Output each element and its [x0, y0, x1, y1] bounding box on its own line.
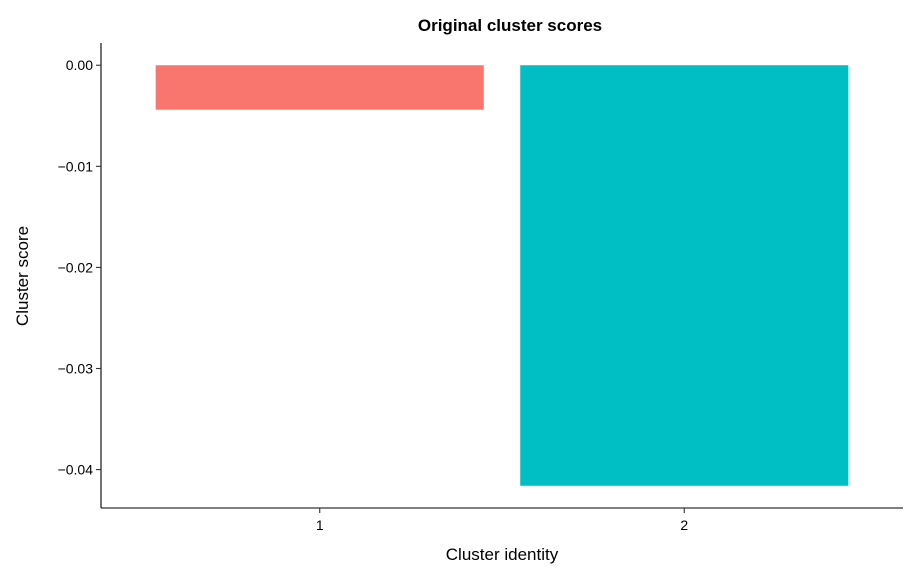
y-tick-label: −0.02 [58, 259, 94, 275]
y-tick-label: −0.04 [58, 462, 94, 478]
y-tick-label: 0.00 [66, 57, 93, 73]
bar-cluster-2 [520, 65, 849, 486]
y-tick-label: −0.03 [58, 361, 94, 377]
x-tick-label: 2 [680, 517, 688, 533]
chart-title: Original cluster scores [418, 16, 602, 35]
bar-cluster-1 [155, 65, 484, 110]
y-ticks-group: 0.00 −0.01 −0.02 −0.03 −0.04 [58, 57, 101, 478]
y-axis-title: Cluster score [13, 226, 32, 326]
y-tick-label: −0.01 [58, 158, 94, 174]
x-axis-title: Cluster identity [446, 545, 559, 564]
bars-group [155, 65, 849, 486]
x-tick-label: 1 [316, 517, 324, 533]
